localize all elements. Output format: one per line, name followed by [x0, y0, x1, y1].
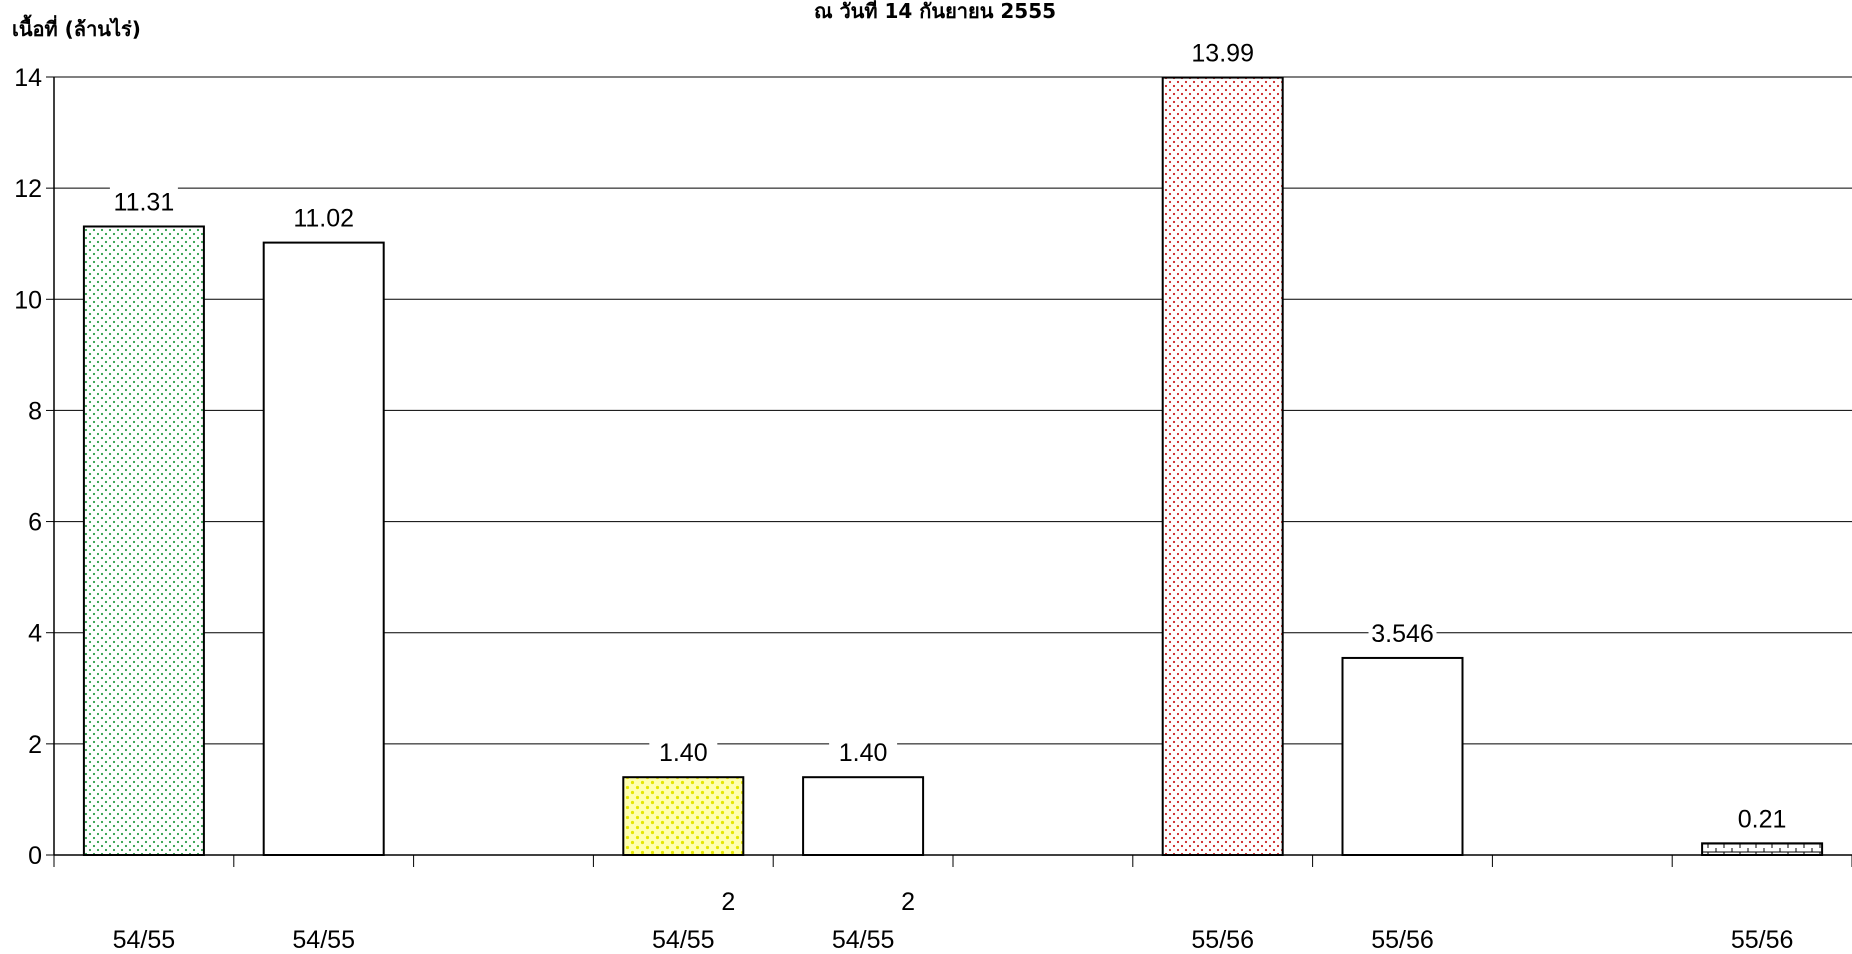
category-label: 54/55	[113, 926, 176, 954]
bars	[82, 76, 1824, 857]
data-label-bg	[1368, 617, 1437, 648]
category-label: 54/55	[652, 926, 715, 954]
axes	[53, 77, 1852, 867]
data-label: 0.21	[1738, 805, 1787, 833]
data-labels: 11.31 11.02 1.40 1.40 13.99 3.546 0.21	[109, 37, 1797, 834]
data-label: 1.40	[839, 739, 888, 767]
y-tick-label: 0	[28, 842, 42, 870]
y-axis-label: เนื้อที่ (ล้านไร่)	[12, 14, 141, 41]
data-label-bg	[289, 202, 358, 233]
category-label: 55/56	[1371, 926, 1434, 954]
y-tick-label: 12	[14, 175, 42, 203]
bar	[802, 776, 925, 857]
y-tick-label: 10	[14, 286, 42, 314]
bar	[1341, 656, 1464, 857]
category-label: 55/56	[1731, 926, 1794, 954]
data-label: 13.99	[1191, 40, 1254, 68]
data-label: 1.40	[659, 739, 708, 767]
data-label-bg	[1728, 803, 1797, 834]
category-label: 54/55	[292, 926, 355, 954]
y-tick-label: 8	[28, 397, 42, 425]
chart-title: ณ วันที่ 14 กันยายน 2555	[814, 0, 1056, 23]
y-tick-label: 6	[28, 509, 42, 537]
data-label-bg	[829, 737, 898, 768]
data-label-bg	[109, 186, 178, 217]
data-label: 11.02	[293, 205, 354, 233]
y-tick-label: 4	[28, 620, 42, 648]
data-label-bg	[649, 737, 718, 768]
bar	[1701, 842, 1824, 857]
data-label: 3.546	[1371, 620, 1434, 648]
data-label: 11.31	[114, 188, 175, 216]
category-label: 55/56	[1191, 926, 1254, 954]
y-tick-labels: 0 2 4 6 8 10 12 14	[14, 64, 42, 870]
category-label: 54/55	[832, 926, 895, 954]
bar	[82, 225, 205, 857]
y-tick-label: 14	[14, 64, 42, 92]
bar	[622, 776, 745, 857]
category-sublabel: 2	[721, 888, 735, 916]
data-label-bg	[1188, 37, 1257, 68]
bar	[1161, 76, 1284, 856]
y-tick-label: 2	[28, 731, 42, 759]
category-sublabel: 2	[901, 888, 915, 916]
bar	[262, 241, 385, 857]
